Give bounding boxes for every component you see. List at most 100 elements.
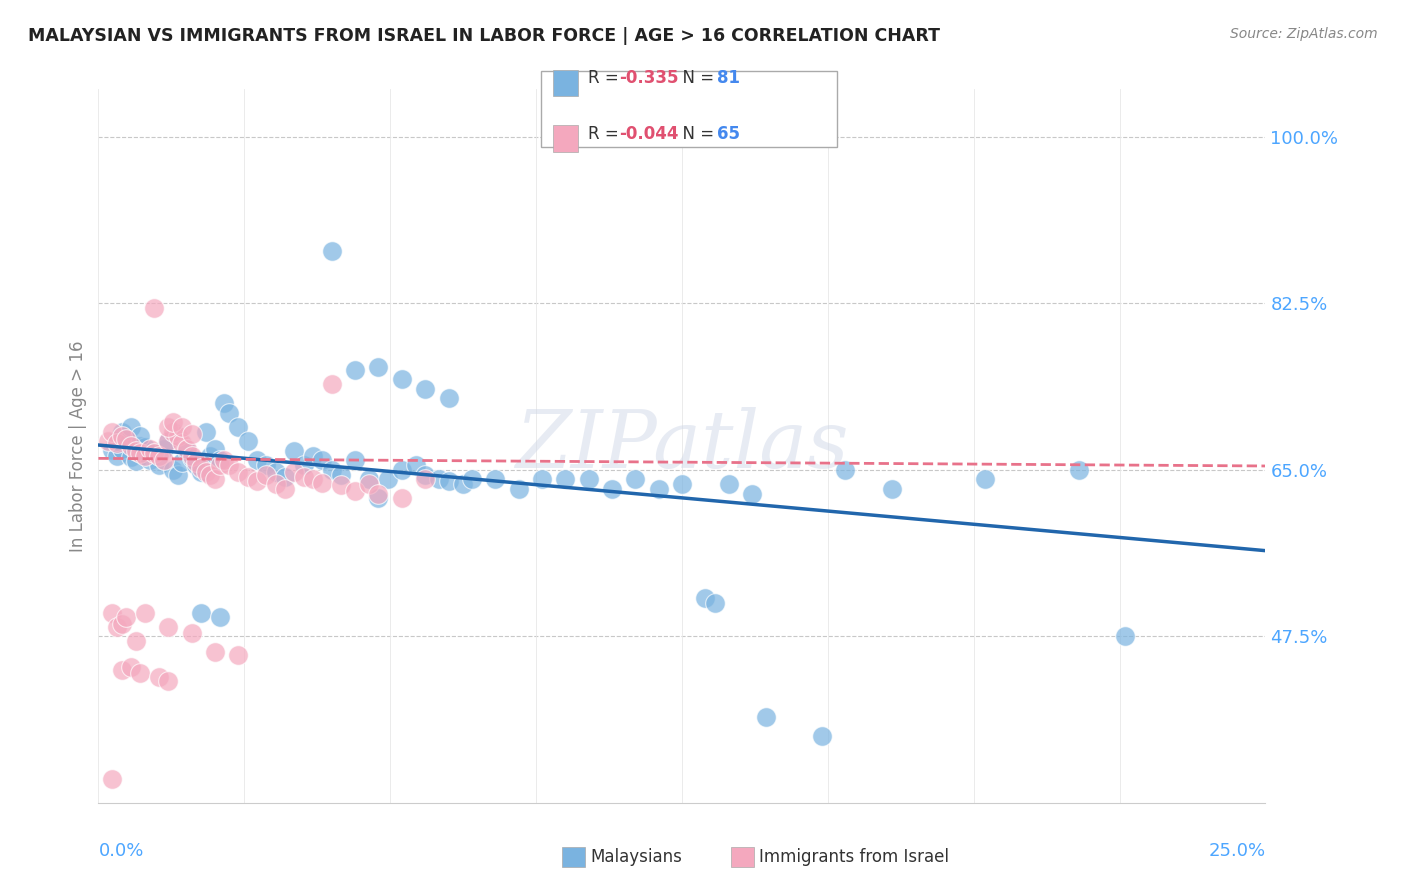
- Point: [311, 453, 333, 467]
- Point: [256, 467, 278, 482]
- Point: [125, 454, 148, 468]
- Point: [190, 461, 212, 475]
- Point: [208, 458, 231, 472]
- Point: [218, 458, 240, 472]
- Point: [437, 392, 460, 406]
- Point: [190, 606, 212, 620]
- Point: [200, 467, 222, 482]
- Point: [344, 453, 367, 467]
- Text: -0.335: -0.335: [619, 70, 678, 87]
- Point: [283, 443, 305, 458]
- Point: [186, 455, 208, 469]
- Point: [413, 382, 436, 396]
- Point: [101, 772, 124, 786]
- Point: [139, 453, 162, 467]
- Point: [105, 620, 128, 634]
- Point: [176, 443, 198, 458]
- Point: [120, 450, 142, 465]
- Point: [671, 477, 693, 491]
- Point: [157, 420, 180, 434]
- Point: [208, 453, 231, 467]
- Point: [344, 483, 367, 498]
- Point: [190, 465, 212, 479]
- Point: [111, 616, 134, 631]
- Point: [111, 663, 134, 677]
- Point: [218, 406, 240, 420]
- Text: 0.0%: 0.0%: [98, 842, 143, 860]
- Point: [292, 458, 315, 472]
- Point: [148, 450, 170, 464]
- Point: [1114, 629, 1136, 643]
- Point: [367, 359, 389, 374]
- Point: [172, 455, 194, 469]
- Text: MALAYSIAN VS IMMIGRANTS FROM ISRAEL IN LABOR FORCE | AGE > 16 CORRELATION CHART: MALAYSIAN VS IMMIGRANTS FROM ISRAEL IN L…: [28, 27, 941, 45]
- Point: [101, 425, 124, 439]
- Point: [111, 428, 134, 442]
- Point: [755, 710, 778, 724]
- Point: [148, 458, 170, 472]
- Point: [166, 429, 188, 443]
- Point: [530, 472, 553, 486]
- Point: [97, 434, 120, 449]
- Point: [330, 478, 353, 492]
- Point: [125, 634, 148, 648]
- Point: [194, 425, 217, 439]
- Point: [162, 425, 184, 439]
- Text: R =: R =: [588, 125, 624, 143]
- Point: [134, 606, 156, 620]
- Point: [208, 610, 231, 624]
- Point: [111, 442, 134, 456]
- Point: [143, 301, 166, 315]
- Point: [228, 420, 250, 434]
- Point: [139, 442, 162, 456]
- Point: [391, 491, 413, 506]
- Point: [148, 670, 170, 684]
- Text: 81: 81: [717, 70, 740, 87]
- Point: [741, 486, 763, 500]
- Point: [200, 449, 222, 463]
- Point: [228, 648, 250, 663]
- Point: [578, 472, 600, 486]
- Point: [152, 453, 174, 467]
- Point: [166, 467, 188, 482]
- Point: [717, 477, 740, 491]
- Point: [391, 463, 413, 477]
- Point: [413, 467, 436, 482]
- Point: [236, 470, 259, 484]
- Point: [105, 449, 128, 463]
- Point: [152, 442, 174, 456]
- Point: [125, 443, 148, 458]
- Point: [120, 420, 142, 434]
- Point: [554, 472, 576, 486]
- Point: [834, 463, 856, 477]
- Point: [405, 458, 427, 472]
- Point: [256, 458, 278, 472]
- Point: [695, 591, 717, 606]
- Point: [321, 377, 343, 392]
- Point: [111, 425, 134, 439]
- Point: [321, 244, 343, 258]
- Point: [115, 433, 138, 447]
- Point: [143, 445, 166, 459]
- Point: [204, 442, 226, 456]
- Point: [157, 434, 180, 449]
- Point: [624, 472, 647, 486]
- Text: R =: R =: [588, 70, 624, 87]
- Point: [120, 659, 142, 673]
- Point: [274, 470, 297, 484]
- Point: [647, 482, 669, 496]
- Point: [180, 451, 202, 466]
- Point: [302, 449, 325, 463]
- Text: Source: ZipAtlas.com: Source: ZipAtlas.com: [1230, 27, 1378, 41]
- Point: [105, 434, 128, 449]
- Point: [157, 434, 180, 449]
- Point: [451, 477, 474, 491]
- Text: N =: N =: [672, 70, 720, 87]
- Point: [811, 729, 834, 743]
- Point: [703, 596, 725, 610]
- Point: [172, 420, 194, 434]
- Point: [204, 472, 226, 486]
- Point: [176, 442, 198, 456]
- Point: [359, 477, 381, 491]
- Point: [186, 458, 208, 472]
